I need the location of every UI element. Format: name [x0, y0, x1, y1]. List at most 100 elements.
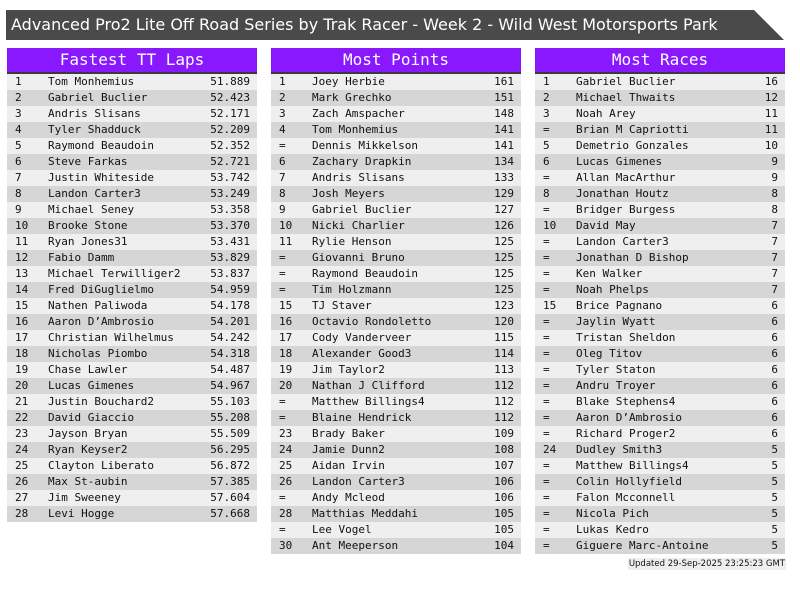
- value-cell: 129: [494, 187, 514, 200]
- table-row: 26 Landon Carter3 106: [271, 474, 521, 490]
- table-row: = Blaine Hendrick 112: [271, 410, 521, 426]
- rank-cell: 25: [15, 459, 29, 472]
- table-row: 18 Nicholas Piombo 54.318: [7, 346, 257, 362]
- rank-cell: =: [543, 315, 550, 328]
- rank-cell: 30: [279, 539, 293, 552]
- value-cell: 6: [771, 315, 778, 328]
- driver-name-cell: Ant Meeperson: [312, 539, 399, 552]
- table-row: 3 Zach Amspacher 148: [271, 106, 521, 122]
- rank-cell: 16: [15, 315, 29, 328]
- rank-cell: =: [279, 267, 286, 280]
- value-cell: 54.487: [210, 363, 250, 376]
- value-cell: 6: [771, 395, 778, 408]
- value-cell: 5: [771, 475, 778, 488]
- leaderboard-list: 1 Joey Herbie 161 2 Mark Grechko 151 3 Zach Ams…: [271, 74, 521, 554]
- table-row: = Bridger Burgess 8: [535, 202, 785, 218]
- value-cell: 108: [494, 443, 514, 456]
- rank-cell: 10: [15, 219, 29, 232]
- table-row: 7 Andris Slisans 133: [271, 170, 521, 186]
- table-row: 16 Octavio Rondoletto 120: [271, 314, 521, 330]
- rank-cell: =: [543, 507, 550, 520]
- driver-name-cell: David May: [576, 219, 636, 232]
- table-row: = Tim Holzmann 125: [271, 282, 521, 298]
- value-cell: 6: [771, 347, 778, 360]
- panel-most-races: Most Races 1 Gabriel Buclier 16 2 Michael Th…: [535, 48, 785, 554]
- rank-cell: =: [543, 539, 550, 552]
- rank-cell: 23: [15, 427, 29, 440]
- value-cell: 57.604: [210, 491, 250, 504]
- driver-name-cell: Nathan J Clifford: [312, 379, 425, 392]
- table-row: 28 Levi Hogge 57.668: [7, 506, 257, 522]
- rank-cell: 15: [15, 299, 29, 312]
- driver-name-cell: Fred DiGuglielmo: [48, 283, 154, 296]
- table-row: 5 Demetrio Gonzales 10: [535, 138, 785, 154]
- driver-name-cell: TJ Staver: [312, 299, 372, 312]
- value-cell: 8: [771, 187, 778, 200]
- rank-cell: 15: [543, 299, 557, 312]
- driver-name-cell: Tim Holzmann: [312, 283, 392, 296]
- rank-cell: =: [543, 363, 550, 376]
- table-row: = Andru Troyer 6: [535, 378, 785, 394]
- driver-name-cell: Tyler Staton: [576, 363, 656, 376]
- driver-name-cell: Lukas Kedro: [576, 523, 649, 536]
- value-cell: 6: [771, 363, 778, 376]
- value-cell: 54.178: [210, 299, 250, 312]
- driver-name-cell: Zach Amspacher: [312, 107, 405, 120]
- table-row: 2 Mark Grechko 151: [271, 90, 521, 106]
- value-cell: 112: [494, 379, 514, 392]
- driver-name-cell: Zachary Drapkin: [312, 155, 412, 168]
- rank-cell: 23: [279, 427, 293, 440]
- driver-name-cell: Andru Troyer: [576, 379, 656, 392]
- table-row: 12 Fabio Damm 53.829: [7, 250, 257, 266]
- value-cell: 141: [494, 123, 514, 136]
- rank-cell: 11: [279, 235, 293, 248]
- value-cell: 16: [764, 75, 778, 88]
- value-cell: 52.171: [210, 107, 250, 120]
- table-row: = Colin Hollyfield 5: [535, 474, 785, 490]
- value-cell: 9: [771, 155, 778, 168]
- table-row: 20 Lucas Gimenes 54.967: [7, 378, 257, 394]
- driver-name-cell: Jamie Dunn2: [312, 443, 385, 456]
- panel-header: Most Races: [535, 48, 785, 74]
- rank-cell: 20: [15, 379, 29, 392]
- rank-cell: 17: [279, 331, 293, 344]
- rank-cell: 9: [15, 203, 22, 216]
- table-row: = Blake Stephens4 6: [535, 394, 785, 410]
- rank-cell: 13: [15, 267, 29, 280]
- rank-cell: =: [543, 379, 550, 392]
- rank-cell: =: [279, 139, 286, 152]
- panel-header: Fastest TT Laps: [7, 48, 257, 74]
- rank-cell: =: [279, 523, 286, 536]
- value-cell: 6: [771, 411, 778, 424]
- table-row: 18 Alexander Good3 114: [271, 346, 521, 362]
- driver-name-cell: Andris Slisans: [312, 171, 405, 184]
- value-cell: 5: [771, 507, 778, 520]
- value-cell: 53.829: [210, 251, 250, 264]
- value-cell: 12: [764, 91, 778, 104]
- driver-name-cell: Allan MacArthur: [576, 171, 676, 184]
- table-row: = Matthew Billings4 5: [535, 458, 785, 474]
- table-row: = Dennis Mikkelson 141: [271, 138, 521, 154]
- value-cell: 6: [771, 427, 778, 440]
- driver-name-cell: Tom Monhemius: [312, 123, 399, 136]
- driver-name-cell: Aaron D’Ambrosio: [48, 315, 154, 328]
- driver-name-cell: Oleg Titov: [576, 347, 643, 360]
- rank-cell: 2: [279, 91, 286, 104]
- rank-cell: 3: [15, 107, 22, 120]
- driver-name-cell: Tyler Shadduck: [48, 123, 141, 136]
- rank-cell: 24: [15, 443, 29, 456]
- rank-cell: 4: [279, 123, 286, 136]
- value-cell: 51.889: [210, 75, 250, 88]
- panel-fastest-tt-laps: Fastest TT Laps 1 Tom Monhemius 51.889 2 Gab…: [7, 48, 257, 522]
- table-row: 14 Fred DiGuglielmo 54.959: [7, 282, 257, 298]
- table-row: 16 Aaron D’Ambrosio 54.201: [7, 314, 257, 330]
- rank-cell: =: [543, 427, 550, 440]
- driver-name-cell: Gabriel Buclier: [48, 91, 148, 104]
- driver-name-cell: Jim Taylor2: [312, 363, 385, 376]
- value-cell: 112: [494, 411, 514, 424]
- value-cell: 161: [494, 75, 514, 88]
- driver-name-cell: Gabriel Buclier: [312, 203, 412, 216]
- value-cell: 5: [771, 459, 778, 472]
- driver-name-cell: Brooke Stone: [48, 219, 128, 232]
- driver-name-cell: Joey Herbie: [312, 75, 385, 88]
